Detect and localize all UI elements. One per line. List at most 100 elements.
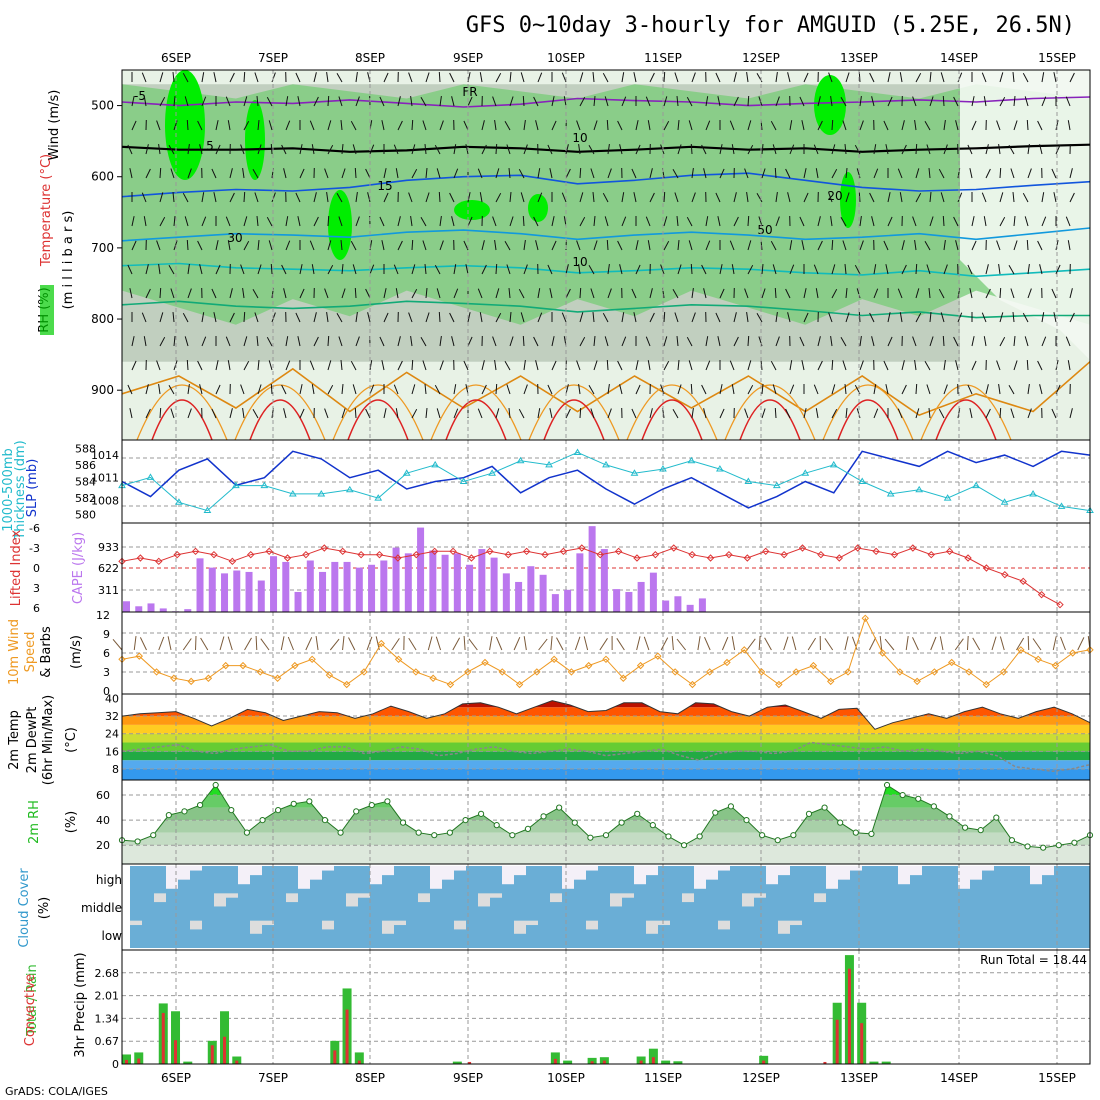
wind-barb bbox=[746, 192, 749, 203]
thickness-marker bbox=[402, 469, 411, 476]
wind-barb bbox=[871, 216, 875, 227]
y-tick-label: 20 bbox=[96, 839, 110, 852]
wind-barb bbox=[341, 264, 344, 275]
wind-barb bbox=[593, 96, 596, 107]
wind-barb bbox=[201, 336, 207, 347]
wind-barb bbox=[131, 240, 137, 251]
wind-barb bbox=[691, 312, 696, 323]
wind-barb bbox=[410, 336, 413, 347]
wind-barb bbox=[1024, 96, 1029, 107]
y-tick-label: 40 bbox=[105, 692, 119, 705]
rh2m-marker bbox=[618, 819, 625, 826]
y-tick-left: 580 bbox=[75, 509, 96, 522]
wind-barb bbox=[761, 408, 766, 419]
wind-barb bbox=[787, 312, 791, 323]
wind-barb bbox=[131, 120, 137, 131]
wind-barb bbox=[830, 336, 833, 347]
wind-barb bbox=[268, 240, 273, 251]
wind-barb bbox=[341, 168, 346, 179]
cape-bar bbox=[233, 570, 241, 612]
wind-barb bbox=[129, 288, 133, 299]
wind-barb bbox=[593, 120, 598, 131]
lifted-index-marker bbox=[890, 550, 899, 559]
surface-wind-barb bbox=[556, 637, 564, 651]
thickness-marker bbox=[1057, 502, 1066, 509]
wind-barb bbox=[635, 384, 641, 395]
axis-label-speed: Speed bbox=[23, 632, 38, 673]
wind-barb bbox=[285, 96, 289, 107]
wind-barb bbox=[256, 216, 259, 227]
precip-conv-bar bbox=[161, 1012, 165, 1064]
thickness-line bbox=[121, 451, 1091, 512]
thickness-marker bbox=[374, 494, 383, 501]
wind-barb bbox=[593, 336, 596, 347]
wind-barb bbox=[999, 312, 1004, 323]
wind-speed-marker bbox=[723, 658, 731, 667]
wind-barb bbox=[887, 72, 891, 83]
wind-barb bbox=[621, 312, 625, 323]
wind-barb bbox=[252, 409, 259, 419]
axis-label-thickness-unit: Thickness (dm) bbox=[13, 440, 28, 540]
cape-bar bbox=[368, 564, 376, 612]
cloud-cell bbox=[394, 920, 406, 926]
wind-barb bbox=[449, 72, 455, 83]
axis-label-total-rain: Total / Rain bbox=[25, 964, 40, 1037]
wind-barb bbox=[1008, 385, 1015, 395]
wind-barb bbox=[338, 96, 343, 107]
wind-barb bbox=[856, 288, 861, 299]
wind-barb bbox=[915, 383, 918, 395]
wind-barb bbox=[633, 312, 637, 323]
cloud-cell bbox=[658, 920, 670, 926]
cape-bar bbox=[184, 609, 192, 612]
wind-barb bbox=[915, 168, 920, 179]
cape-bar bbox=[123, 601, 130, 612]
rh2m-marker bbox=[337, 829, 344, 836]
wind-barb bbox=[201, 312, 205, 323]
wind-barb bbox=[717, 96, 721, 107]
wind-barb bbox=[873, 168, 879, 179]
wind-barb bbox=[887, 312, 891, 323]
surface-wind-barb bbox=[255, 635, 258, 651]
precip-total-bar bbox=[134, 1052, 144, 1064]
wind-barb bbox=[186, 359, 189, 371]
wind-speed-marker bbox=[948, 658, 956, 667]
thickness-marker bbox=[972, 481, 981, 489]
wind-speed-marker bbox=[533, 668, 541, 676]
wind-barb bbox=[588, 385, 595, 395]
wind-barb bbox=[383, 168, 387, 179]
wind-barb bbox=[901, 240, 905, 251]
rh2m-marker bbox=[181, 808, 188, 815]
wind-barb bbox=[756, 313, 763, 323]
wind-barb bbox=[1053, 312, 1057, 323]
y-tick-label: 9 bbox=[103, 628, 110, 641]
precip-total-bar bbox=[232, 1056, 242, 1064]
wind-barb bbox=[869, 192, 875, 203]
wind-barb bbox=[772, 144, 777, 155]
wind-speed-marker bbox=[636, 661, 645, 670]
wind-barb bbox=[145, 288, 151, 299]
wind-barb bbox=[327, 120, 332, 131]
wind-speed-marker bbox=[585, 661, 593, 670]
lifted-index-marker bbox=[945, 547, 954, 556]
wind-barb bbox=[885, 144, 889, 155]
cloud-cell bbox=[178, 866, 190, 880]
wind-barb bbox=[438, 191, 441, 203]
wind-barb bbox=[509, 192, 512, 203]
precip-total-bar bbox=[881, 1061, 891, 1064]
surface-wind-barb bbox=[550, 636, 553, 651]
wind-barb bbox=[295, 312, 301, 323]
wind-barb bbox=[355, 216, 360, 227]
wind-barb bbox=[873, 264, 877, 275]
wind-barb bbox=[297, 216, 301, 227]
wind-barb bbox=[145, 144, 149, 155]
cloud-cell bbox=[562, 866, 574, 889]
x-tick-bottom: 15SEP bbox=[1038, 1071, 1076, 1085]
rh2m-marker bbox=[165, 812, 172, 819]
precip-conv-bar bbox=[762, 1060, 766, 1064]
wind-barb bbox=[1039, 264, 1043, 275]
lifted-index-marker bbox=[228, 557, 237, 566]
wind-barb bbox=[803, 312, 809, 323]
wind-barb bbox=[901, 120, 905, 131]
wind-barb bbox=[215, 360, 219, 371]
x-tick-top: 12SEP bbox=[742, 51, 780, 65]
